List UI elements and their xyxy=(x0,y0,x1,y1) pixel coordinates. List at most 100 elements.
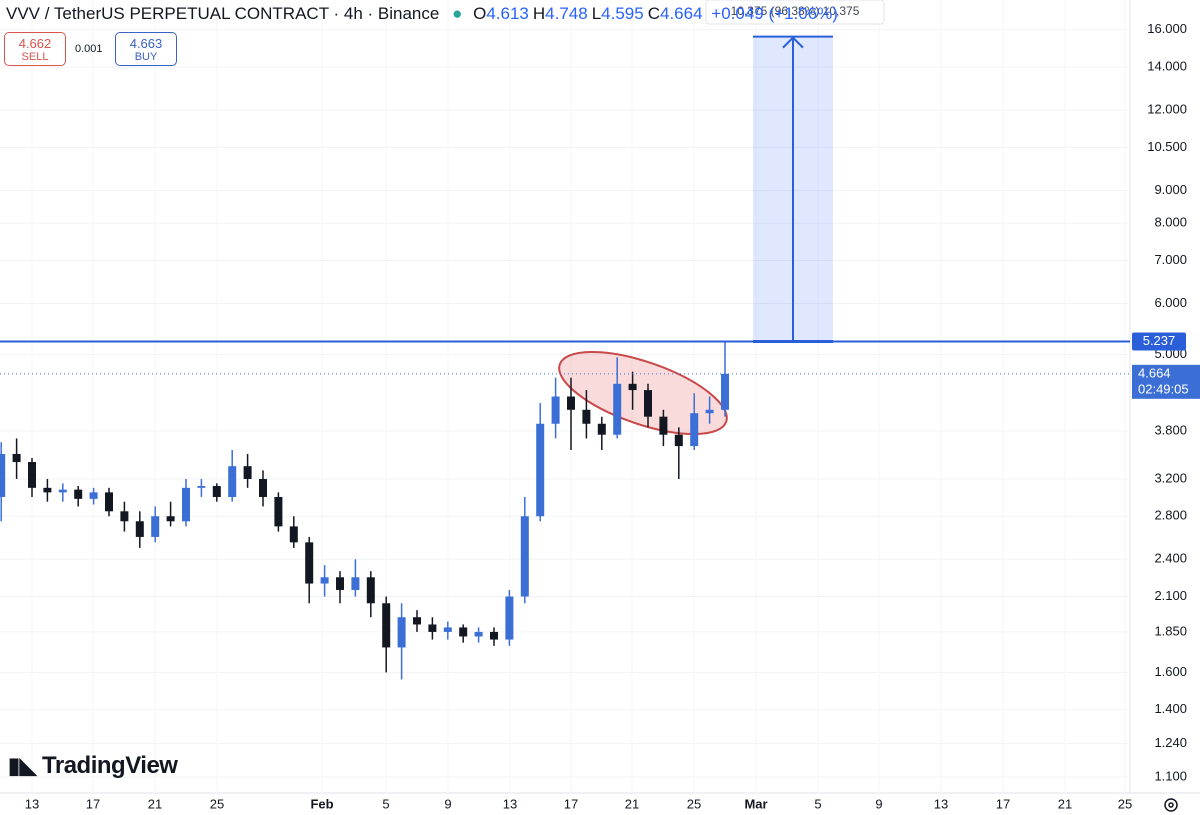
x-tick-label: 25 xyxy=(687,796,701,811)
brand-logo: ▮◣ TradingView xyxy=(8,752,178,780)
candle-body xyxy=(613,383,622,435)
projection-label: 10.375 (96.38%) 10,375 xyxy=(731,4,860,18)
candle-body xyxy=(582,409,591,424)
level-label: 5.237 xyxy=(1143,333,1176,348)
ohlc: O4.613 H4.748 L4.595 C4.664 xyxy=(473,4,706,23)
sell-button[interactable]: 4.662 SELL xyxy=(4,32,66,66)
candle-body xyxy=(721,373,729,410)
x-tick-label: 21 xyxy=(1058,796,1072,811)
y-tick-label: 8.000 xyxy=(1154,215,1187,230)
candle-body xyxy=(289,526,298,543)
x-tick-label: 5 xyxy=(814,796,821,811)
candle-body xyxy=(228,466,237,497)
candle-body xyxy=(259,478,267,497)
ohlc-key: H xyxy=(532,4,546,23)
y-tick-label: 3.800 xyxy=(1154,422,1187,437)
candle-body xyxy=(28,462,36,488)
x-tick-label: 21 xyxy=(625,796,639,811)
candle-body xyxy=(366,577,375,604)
last-price-bg xyxy=(1132,364,1200,399)
spread: 0.001 xyxy=(75,43,103,55)
x-tick-label: 17 xyxy=(564,796,578,811)
x-tick-label: 17 xyxy=(996,796,1010,811)
candle-body xyxy=(12,453,21,463)
candle-body xyxy=(197,486,206,488)
ohlc-value: 4.595 xyxy=(601,4,644,23)
candle-body xyxy=(551,396,560,424)
candle-body xyxy=(674,434,683,447)
candle-body xyxy=(182,487,190,522)
candle-body xyxy=(166,516,175,522)
candle-body xyxy=(0,453,6,497)
level-label-bg xyxy=(1132,332,1186,351)
candles xyxy=(0,341,729,680)
x-tick-label: 5 xyxy=(382,796,389,811)
candle-body xyxy=(659,416,668,435)
x-tick-label: 13 xyxy=(934,796,948,811)
candle-body xyxy=(413,617,421,625)
ohlc-key: L xyxy=(591,4,602,23)
candle-body xyxy=(320,577,329,584)
y-tick-label: 1.600 xyxy=(1154,664,1187,679)
ohlc-key: C xyxy=(647,4,660,23)
candle-body xyxy=(428,624,437,632)
candle-body xyxy=(536,423,545,517)
highlight-ellipse xyxy=(558,351,728,435)
x-tick-label: 21 xyxy=(148,796,162,811)
candle-body xyxy=(490,631,498,640)
symbol-title: VVV / TetherUS PERPETUAL CONTRACT · 4h ·… xyxy=(6,4,440,23)
candle-body xyxy=(105,492,113,512)
candle-body xyxy=(397,617,406,648)
y-tick-label: 12.000 xyxy=(1147,101,1187,116)
countdown-label: 02:49:05 xyxy=(1138,381,1189,396)
y-tick-label: 1.400 xyxy=(1154,701,1187,716)
candle-body xyxy=(705,409,714,414)
candle-body xyxy=(505,596,514,640)
candle-body xyxy=(443,627,452,632)
candle-body xyxy=(474,631,483,637)
y-tick-label: 1.850 xyxy=(1154,623,1187,638)
candle-body xyxy=(459,627,468,637)
x-tick-label: Feb xyxy=(310,796,333,811)
sell-price: 4.662 xyxy=(18,36,52,51)
brand-icon: ▮◣ xyxy=(8,753,37,778)
candle-body xyxy=(382,603,391,648)
header: VVV / TetherUS PERPETUAL CONTRACT · 4h ·… xyxy=(6,4,842,24)
y-tick-label: 7.000 xyxy=(1154,252,1187,267)
candle-body xyxy=(151,516,160,537)
settings-icon[interactable] xyxy=(1164,798,1178,812)
projection-layer: 10.375 (96.38%) 10,375 xyxy=(705,0,885,343)
candle-body xyxy=(305,542,314,584)
ohlc-value: 4.664 xyxy=(660,4,703,23)
candle-body xyxy=(351,577,360,590)
y-tick-label: 14.000 xyxy=(1147,58,1187,73)
buy-button[interactable]: 4.663 BUY xyxy=(115,32,177,66)
candle-body xyxy=(74,489,83,499)
x-tick-label: 17 xyxy=(86,796,100,811)
ohlc-value: 4.748 xyxy=(545,4,588,23)
buy-price: 4.663 xyxy=(129,36,163,51)
candle-body xyxy=(89,492,98,499)
settings-gear[interactable] xyxy=(1164,798,1178,812)
x-tick-label: Mar xyxy=(744,796,767,811)
x-tick-label: 13 xyxy=(25,796,39,811)
candle-body xyxy=(212,486,221,497)
y-tick-label: 6.000 xyxy=(1154,295,1187,310)
status-dot: ● xyxy=(452,4,463,23)
candle-body xyxy=(120,511,129,522)
candle-body xyxy=(274,496,283,527)
y-tick-label: 16.000 xyxy=(1147,21,1187,36)
x-tick-label: 9 xyxy=(444,796,451,811)
change: +0.049 (+1.06%) xyxy=(711,4,838,23)
x-tick-label: 9 xyxy=(875,796,882,811)
candle-body xyxy=(336,577,344,590)
y-tick-label: 2.100 xyxy=(1154,588,1187,603)
last-price-label: 4.664 xyxy=(1138,365,1171,380)
sell-label: SELL xyxy=(21,51,49,63)
y-tick-label: 3.200 xyxy=(1154,470,1187,485)
y-tick-label: 1.100 xyxy=(1154,768,1187,783)
y-tick-label: 2.400 xyxy=(1154,551,1187,566)
